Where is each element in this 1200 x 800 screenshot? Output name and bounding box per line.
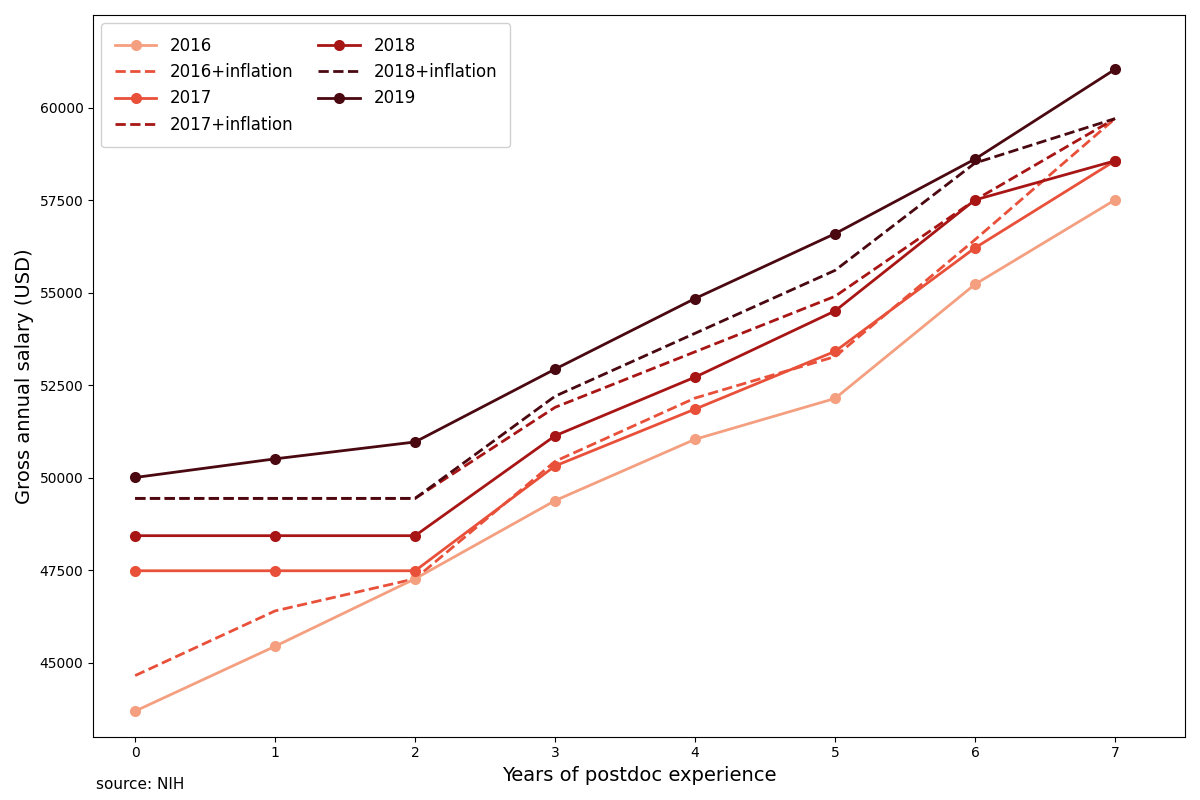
2016 [548,496,563,506]
2017 [1108,156,1122,166]
Y-axis label: Gross annual salary (USD): Gross annual salary (USD) [16,248,34,504]
2017 [548,461,563,470]
2018 [1108,156,1122,166]
2018 [968,195,983,205]
Text: source: NIH: source: NIH [96,777,185,792]
2018 [828,306,842,316]
2016 [128,706,143,716]
Legend: 2016, 2016+inflation, 2017, 2017+inflation, 2018, 2018+inflation, 2019, : 2016, 2016+inflation, 2017, 2017+inflati… [102,23,510,147]
2019 [968,154,983,164]
2018 [128,531,143,541]
Line: 2016: 2016 [130,194,1121,717]
2018 [408,531,422,541]
2019 [408,437,422,446]
2019 [128,473,143,482]
2016 [688,434,702,444]
2019 [548,364,563,374]
2016 [1108,195,1122,205]
2018 [268,531,282,541]
Line: 2017: 2017 [130,155,1121,576]
2017 [968,243,983,253]
2019 [828,229,842,238]
2017 [828,346,842,356]
2018 [688,372,702,382]
2016 [828,394,842,403]
2019 [688,294,702,303]
2019 [268,454,282,464]
2017 [268,566,282,575]
2016 [268,642,282,651]
Line: 2019: 2019 [130,64,1121,483]
2016 [408,574,422,583]
X-axis label: Years of postdoc experience: Years of postdoc experience [502,766,776,785]
Line: 2018: 2018 [130,155,1121,542]
2017 [128,566,143,575]
2019 [1108,65,1122,74]
2017 [688,404,702,414]
2018 [548,431,563,441]
2016 [968,279,983,289]
2017 [408,566,422,575]
